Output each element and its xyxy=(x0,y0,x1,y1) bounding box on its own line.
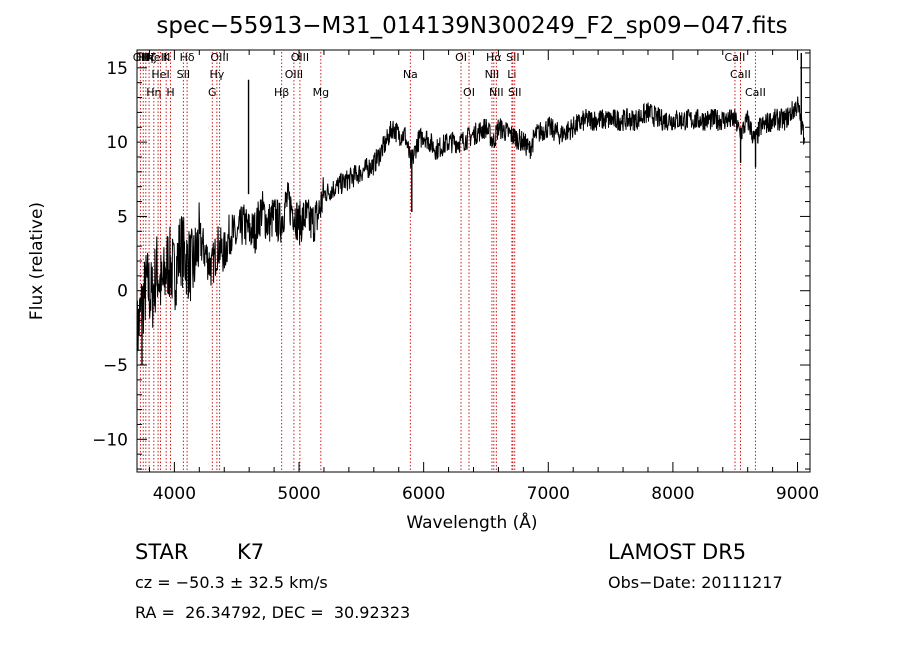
spectrum-line xyxy=(136,96,806,374)
line-marker-label: Hβ xyxy=(274,86,289,99)
y-tick-label: 5 xyxy=(117,207,128,227)
y-tick-label: 15 xyxy=(106,59,128,79)
survey-name: LAMOST DR5 xyxy=(608,540,747,564)
line-marker-label: Hζ xyxy=(142,51,156,64)
line-marker-label: SII xyxy=(508,86,521,99)
line-marker-label: NeIII xyxy=(146,51,171,64)
chart-title: spec−55913−M31_014139N300249_F2_sp09−047… xyxy=(156,13,787,39)
plot-frame xyxy=(136,49,811,473)
line-marker-label: CaII xyxy=(745,86,766,99)
axes: 4000 5000 6000 7000 8000 9000 −10 −5 0 5 10 15 xyxy=(92,50,819,504)
line-marker-label: Li xyxy=(507,68,516,81)
line-marker-label: K xyxy=(163,51,171,64)
line-marker-label: G xyxy=(208,86,217,99)
x-tick-label: 6000 xyxy=(402,484,445,504)
line-marker-label: HeI xyxy=(151,68,169,81)
coordinates-readout: RA = 26.34792, DEC = 30.92323 xyxy=(135,603,411,622)
y-axis-label: Flux (relative) xyxy=(27,202,47,320)
line-markers: OIIHθHηHζHηNeIIIHeIKHSIIHδGHγOIIIHβOIIIO… xyxy=(133,51,766,471)
line-marker-label: Hδ xyxy=(180,51,195,64)
line-marker-label: Hη xyxy=(146,86,161,99)
obs-date-readout: Obs−Date: 20111217 xyxy=(608,573,783,592)
object-subclass: K7 xyxy=(237,540,265,564)
line-marker-label: Hγ xyxy=(209,68,224,81)
line-marker-label: OI xyxy=(455,51,467,64)
line-marker-label: CaII xyxy=(725,51,746,64)
x-tick-label: 7000 xyxy=(527,484,570,504)
line-marker-label: NII xyxy=(485,68,500,81)
line-marker-label: Mg xyxy=(313,86,329,99)
y-tick-label: −10 xyxy=(92,430,128,450)
line-marker-label: OIII xyxy=(291,51,309,64)
line-marker-label: CaII xyxy=(730,68,751,81)
line-marker-label: SII xyxy=(506,51,519,64)
object-class: STAR xyxy=(135,540,189,564)
x-tick-label: 5000 xyxy=(277,484,320,504)
line-marker-label: Hθ xyxy=(136,51,151,64)
x-tick-label: 4000 xyxy=(153,484,196,504)
x-axis-label: Wavelength (Å) xyxy=(406,511,537,533)
redshift-readout: cz = −50.3 ± 32.5 km/s xyxy=(135,573,328,592)
line-marker-label: H xyxy=(166,86,174,99)
y-tick-label: −5 xyxy=(103,356,128,376)
x-tick-label: 8000 xyxy=(651,484,694,504)
line-marker-label: OI xyxy=(463,86,475,99)
line-marker-label: SII xyxy=(177,68,190,81)
line-marker-label: NII xyxy=(489,86,504,99)
x-tick-label: 9000 xyxy=(776,484,819,504)
line-marker-label: OIII xyxy=(210,51,228,64)
y-tick-label: 10 xyxy=(106,133,128,153)
y-tick-label: 0 xyxy=(117,282,128,302)
line-marker-label: OIII xyxy=(285,68,303,81)
spectrum-series xyxy=(136,52,806,374)
line-marker-label: Hα xyxy=(486,51,502,64)
line-marker-label: Na xyxy=(403,68,418,81)
